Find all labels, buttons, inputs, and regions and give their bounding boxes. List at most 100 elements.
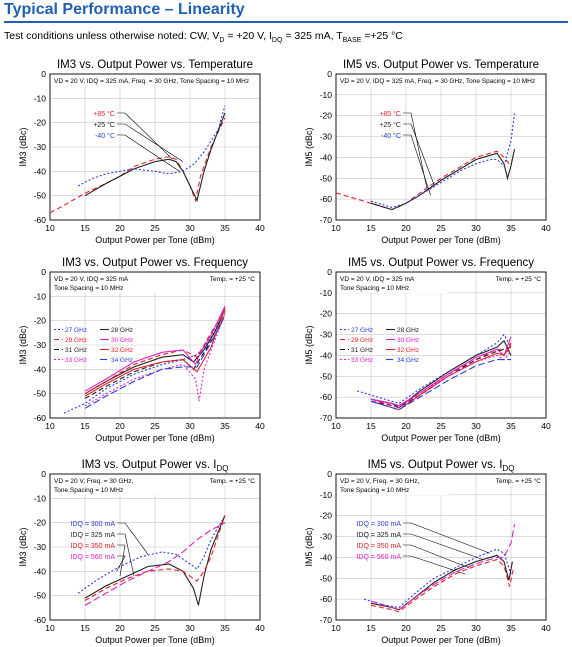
chart-im3-temperature: IM3 vs. Output Power vs. Temperature 10 15…: [18, 59, 265, 245]
x-tick-label: 35: [220, 421, 230, 431]
temp-label-box: [484, 274, 544, 284]
note-box: [337, 273, 449, 293]
y-tick-label: 0: [327, 469, 332, 479]
x-tick-label: 30: [471, 223, 481, 233]
test-note: VD = 20 V, IDQ = 325 mA: [340, 276, 415, 283]
x-tick-label: 15: [366, 223, 376, 233]
test-note: VD = 20 V, IDQ = 325 mA: [54, 276, 129, 283]
x-tick-label: 10: [45, 623, 55, 633]
legend-label: 27 GHz: [351, 327, 373, 334]
legend-label: 28 GHz: [111, 327, 133, 334]
legend-pointer: [403, 134, 431, 196]
plot-frame: [335, 271, 547, 419]
legend-pointer: [116, 555, 126, 572]
legend-label: -40 °C: [95, 132, 115, 140]
test-note: VD = 20 V, Freq. = 30 GHz,: [54, 478, 133, 485]
legend-pointer: [117, 112, 173, 160]
series-line: [370, 148, 516, 211]
y-tick-label: -60: [34, 413, 47, 423]
plot-frame: [335, 73, 547, 221]
x-tick-label: 35: [506, 223, 516, 233]
legend-pointer: [403, 522, 491, 554]
y-axis-label: IM5 (dBc): [304, 325, 314, 364]
x-tick-label: 25: [150, 623, 160, 633]
y-tick-label: -50: [34, 389, 47, 399]
legend-label: IDQ = 560 mA: [356, 554, 401, 561]
x-tick-label: 30: [185, 623, 195, 633]
test-note: Tone Spacing = 10 MHz: [340, 285, 409, 292]
legend-label: 30 GHz: [111, 337, 133, 344]
x-tick-label: 10: [331, 623, 341, 633]
y-tick-label: -10: [320, 288, 333, 298]
idq-subscript: DQ: [271, 37, 283, 45]
chart-title-subscript: DQ: [502, 464, 514, 473]
y-tick-label: -20: [34, 316, 47, 326]
x-tick-label: 40: [541, 223, 551, 233]
x-tick-label: 20: [115, 623, 125, 633]
y-tick-label: 0: [327, 267, 332, 277]
legend-pointer: [117, 123, 184, 162]
y-tick-label: 0: [327, 69, 332, 79]
series-line: [335, 150, 512, 211]
temp-label: Temp. = +25 °C: [496, 477, 542, 485]
legend-label: +85 °C: [93, 110, 115, 118]
y-tick-label: -30: [320, 132, 333, 142]
legend-label: +25 °C: [93, 121, 115, 129]
temp-label: Temp. = +25 °C: [210, 275, 256, 283]
y-tick-label: -10: [34, 93, 47, 103]
chart-title-subscript: DQ: [216, 464, 228, 473]
x-tick-label: 30: [185, 223, 195, 233]
x-tick-label: 20: [401, 623, 411, 633]
legend-pointer: [403, 533, 484, 560]
legend-pointer: [403, 112, 428, 189]
test-note: VD = 20 V, IDQ = 325 mA, Freq. = 30 GHz,…: [340, 78, 535, 85]
y-tick-label: -20: [320, 511, 333, 521]
legend-label: 33 GHz: [65, 357, 87, 364]
note-box: [337, 475, 449, 495]
plot-frame: [335, 473, 547, 621]
temp-label: Temp. = +25 °C: [496, 275, 542, 283]
conditions-prefix: Test conditions unless otherwise noted: …: [4, 30, 220, 42]
legend-label: 32 GHz: [397, 347, 419, 354]
chart-im5-temperature: IM5 vs. Output Power vs. Temperature 10 15…: [304, 59, 551, 245]
series-line: [84, 313, 226, 407]
legend-label: +25 °C: [379, 121, 401, 129]
y-tick-label: -10: [320, 490, 333, 500]
y-axis-label: IM3 (dBc): [18, 527, 28, 566]
legend-label: IDQ = 350 mA: [70, 543, 115, 550]
title-rule: [4, 21, 568, 23]
legend-label: IDQ = 300 mA: [70, 521, 115, 528]
y-tick-label: -50: [320, 573, 333, 583]
x-tick-label: 30: [471, 421, 481, 431]
test-note: VD = 20 V, IDQ = 325 mA, Freq. = 30 GHz,…: [54, 78, 249, 85]
test-note: Tone Spacing = 10 MHz: [54, 285, 123, 292]
series-line: [77, 515, 226, 594]
y-axis-label: IM5 (dBc): [304, 527, 314, 566]
legend-pointer: [403, 123, 435, 185]
legend-label: IDQ = 325 mA: [70, 532, 115, 539]
plot-frame: [49, 73, 261, 221]
temp-label-box: [198, 476, 258, 486]
y-tick-label: -60: [34, 615, 47, 625]
chart-title: IM5 vs. Output Power vs. IDQ: [368, 459, 515, 473]
legend-label: 28 GHz: [397, 327, 419, 334]
test-note: Tone Spacing = 10 MHz: [54, 487, 123, 494]
temp-label: Temp. = +25 °C: [210, 477, 256, 485]
legend-pointer: [403, 544, 470, 569]
series-line: [370, 113, 516, 209]
x-tick-label: 30: [185, 421, 195, 431]
legend-label: 34 GHz: [111, 357, 133, 364]
chart-im5-frequency: IM5 vs. Output Power vs. Frequency 10 15 20…: [304, 257, 551, 443]
chart-im3-frequency: IM3 vs. Output Power vs. Frequency 10 15 20…: [18, 257, 265, 443]
y-axis-label: IM3 (dBc): [18, 325, 28, 364]
y-tick-label: -60: [320, 194, 333, 204]
chart-title: IM3 vs. Output Power vs. Temperature: [57, 59, 253, 71]
note-box: [51, 75, 259, 86]
note-box: [51, 273, 163, 293]
y-tick-label: -70: [320, 215, 333, 225]
y-tick-label: -30: [34, 542, 47, 552]
y-tick-label: -40: [320, 350, 333, 360]
series-line: [84, 112, 226, 203]
y-tick-label: -50: [320, 173, 333, 183]
x-axis-label: Output Power per Tone (dBm): [95, 635, 214, 645]
